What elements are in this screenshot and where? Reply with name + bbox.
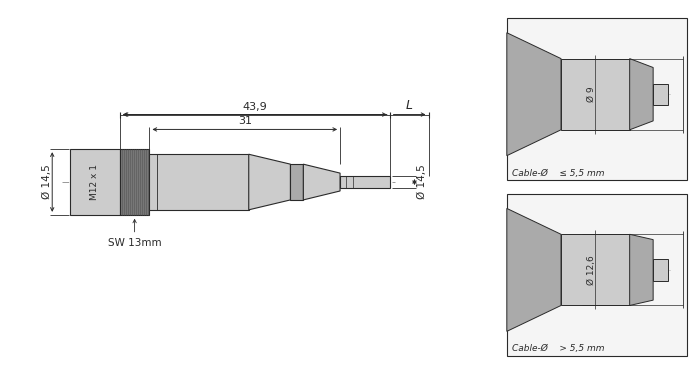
Polygon shape <box>629 234 653 306</box>
Polygon shape <box>629 58 653 130</box>
Polygon shape <box>507 209 561 332</box>
Text: Ø 14,5: Ø 14,5 <box>418 165 427 200</box>
Bar <box>507 18 687 180</box>
Text: SW 13mm: SW 13mm <box>108 238 162 248</box>
Polygon shape <box>507 33 561 156</box>
Bar <box>507 194 687 356</box>
Polygon shape <box>303 164 340 200</box>
Text: M12 x 1: M12 x 1 <box>91 164 100 200</box>
Polygon shape <box>291 164 303 200</box>
Text: Cable-Ø    > 5,5 mm: Cable-Ø > 5,5 mm <box>512 344 604 353</box>
Text: 31: 31 <box>238 117 252 126</box>
Text: L: L <box>406 99 413 112</box>
Text: Ø 12,6: Ø 12,6 <box>587 255 596 285</box>
Polygon shape <box>653 259 668 280</box>
Polygon shape <box>653 84 668 105</box>
Polygon shape <box>249 154 291 210</box>
Text: Cable-Ø    ≤ 5,5 mm: Cable-Ø ≤ 5,5 mm <box>512 169 604 178</box>
Text: Ø 14,5: Ø 14,5 <box>43 165 52 200</box>
Text: Ø 9: Ø 9 <box>587 86 596 102</box>
Polygon shape <box>70 149 120 215</box>
Text: 43,9: 43,9 <box>243 102 267 112</box>
Polygon shape <box>149 154 249 210</box>
Polygon shape <box>561 234 629 306</box>
Polygon shape <box>561 58 629 130</box>
Polygon shape <box>120 149 149 215</box>
Polygon shape <box>340 176 390 188</box>
